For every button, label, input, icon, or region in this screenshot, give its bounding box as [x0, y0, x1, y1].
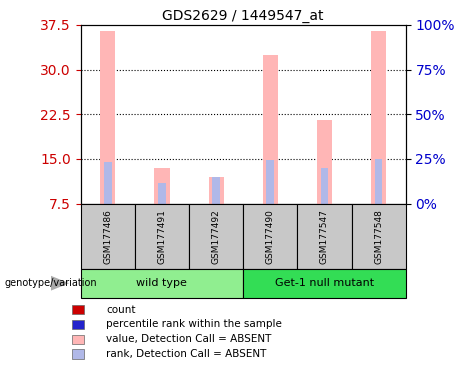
Text: GSM177490: GSM177490	[266, 209, 275, 263]
Bar	[71, 305, 84, 314]
Text: GSM177548: GSM177548	[374, 209, 383, 263]
Bar	[104, 162, 112, 204]
Bar	[352, 204, 406, 269]
Bar	[321, 168, 328, 204]
Bar	[158, 183, 165, 204]
Text: value, Detection Call = ABSENT: value, Detection Call = ABSENT	[106, 334, 272, 344]
Bar	[243, 204, 297, 269]
Bar	[266, 160, 274, 204]
Bar	[371, 31, 386, 204]
Bar	[100, 31, 115, 204]
Bar	[135, 204, 189, 269]
Text: count: count	[106, 305, 136, 315]
Bar	[208, 177, 224, 204]
Polygon shape	[51, 276, 69, 291]
Bar	[71, 320, 84, 329]
Text: GSM177486: GSM177486	[103, 209, 112, 263]
Bar	[375, 159, 382, 204]
Title: GDS2629 / 1449547_at: GDS2629 / 1449547_at	[162, 8, 324, 23]
Text: Get-1 null mutant: Get-1 null mutant	[275, 278, 374, 288]
Bar	[71, 349, 84, 359]
Bar	[297, 204, 352, 269]
Text: genotype/variation: genotype/variation	[5, 278, 97, 288]
Bar	[71, 334, 84, 344]
Bar	[81, 204, 135, 269]
Bar	[154, 168, 170, 204]
Bar	[317, 120, 332, 204]
Text: percentile rank within the sample: percentile rank within the sample	[106, 319, 282, 329]
Bar	[81, 269, 243, 298]
Text: GSM177547: GSM177547	[320, 209, 329, 263]
Bar	[213, 177, 220, 204]
Text: wild type: wild type	[136, 278, 187, 288]
Bar	[243, 269, 406, 298]
Text: rank, Detection Call = ABSENT: rank, Detection Call = ABSENT	[106, 349, 267, 359]
Text: GSM177492: GSM177492	[212, 209, 221, 263]
Bar	[263, 55, 278, 204]
Text: GSM177491: GSM177491	[157, 209, 166, 263]
Bar	[189, 204, 243, 269]
